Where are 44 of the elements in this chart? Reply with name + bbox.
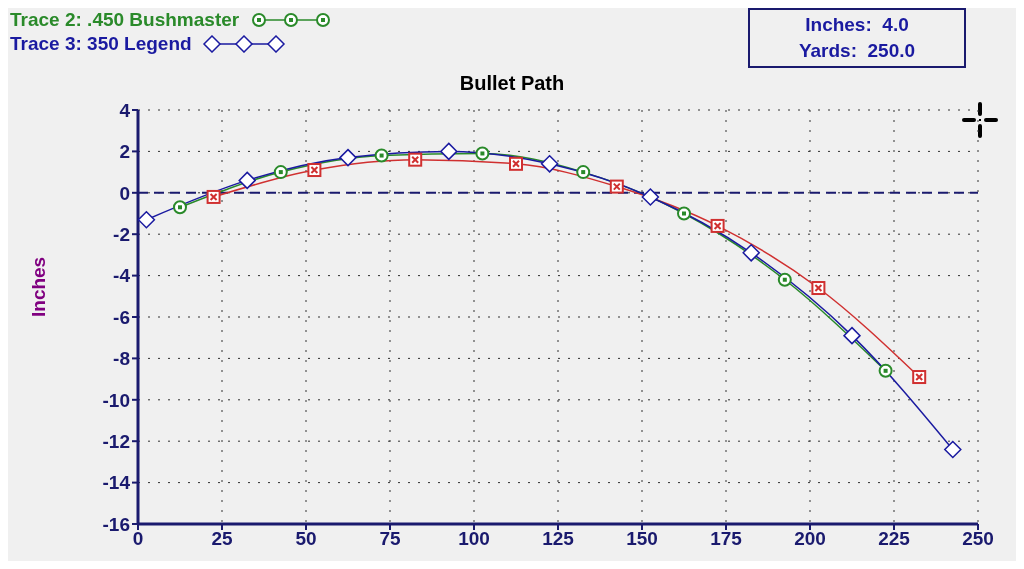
y-tick-label: -6 [113,306,130,328]
point [173,200,187,215]
text: Yards: 250.0 [797,39,917,63]
chart-title: Bullet Path [458,72,566,95]
y-tick-label: -8 [113,348,130,370]
legend-label: Trace 3: 350 Legend [10,32,192,56]
x-tick-label: 75 [379,528,401,550]
y-tick-label: -12 [102,430,130,452]
x-tick-label: 250 [962,528,994,550]
x-tick-label: 175 [710,528,743,550]
x-tick-label: 100 [458,528,490,550]
y-tick-label: -2 [113,223,130,245]
y-axis-title: Inches [27,256,49,317]
y-tick-label: -10 [102,389,130,411]
y-tick-label: 4 [119,99,131,121]
x-tick-label: 50 [295,528,317,550]
y-tick-label: -16 [102,513,130,535]
y-tick-label: 0 [119,182,130,204]
point [843,326,861,345]
y-tick-label: -4 [113,265,131,287]
point [576,165,591,180]
point [440,142,458,161]
point [777,272,792,287]
point [540,155,559,173]
point [138,210,156,229]
point [475,146,490,161]
point [374,148,389,163]
x-tick-label: 125 [542,528,575,550]
point [339,148,357,167]
point [742,244,760,262]
y-tick-label: -14 [102,472,131,494]
point [641,188,660,206]
point [273,165,288,180]
point [238,171,256,190]
x-tick-label: 225 [878,528,911,550]
x-tick-label: 200 [794,528,826,550]
x-tick-label: 150 [626,528,658,550]
text: Inches: 4.0 [804,13,910,37]
point [944,440,962,459]
legend-label: Trace 2: .450 Bushmaster [10,8,240,32]
y-tick-label: 2 [119,141,130,163]
point [677,206,691,221]
x-tick-label: 25 [211,528,233,550]
point [878,363,893,378]
